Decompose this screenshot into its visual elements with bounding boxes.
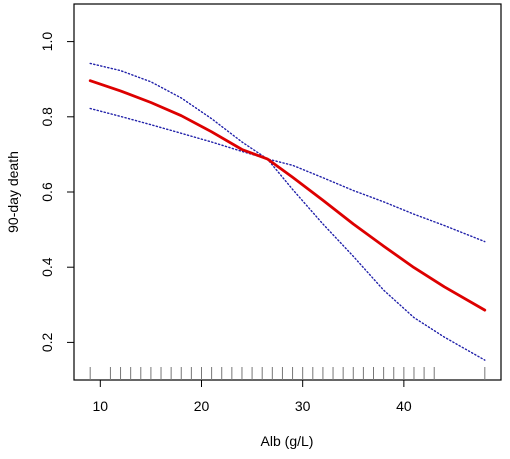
x-axis: 10 20 30 40: [93, 380, 412, 414]
x-tick-label: 20: [194, 398, 210, 414]
x-tick-label: 40: [396, 398, 412, 414]
y-tick-label: 0.8: [39, 107, 55, 127]
y-tick-label: 1.0: [39, 32, 55, 52]
x-tick-label: 10: [93, 398, 109, 414]
series-lines: [88, 62, 487, 361]
x-tick-label: 30: [295, 398, 311, 414]
rug-marks: [89, 367, 486, 380]
plot-frame: [73, 3, 502, 381]
series-line-lower-ci: [89, 107, 486, 361]
y-tick-label: 0.4: [39, 257, 55, 277]
x-axis-title: Alb (g/L): [261, 433, 314, 449]
y-axis: 0.2 0.4 0.6 0.8 1.0: [39, 32, 74, 352]
y-tick-label: 0.2: [39, 332, 55, 352]
y-tick-label: 0.6: [39, 182, 55, 202]
y-axis-title: 90-day death: [5, 151, 21, 233]
series-line-estimate: [88, 79, 487, 312]
series-line-upper-ci: [89, 62, 486, 243]
